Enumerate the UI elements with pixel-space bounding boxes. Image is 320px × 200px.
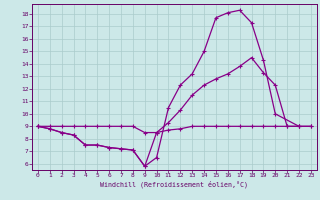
X-axis label: Windchill (Refroidissement éolien,°C): Windchill (Refroidissement éolien,°C) [100, 181, 248, 188]
